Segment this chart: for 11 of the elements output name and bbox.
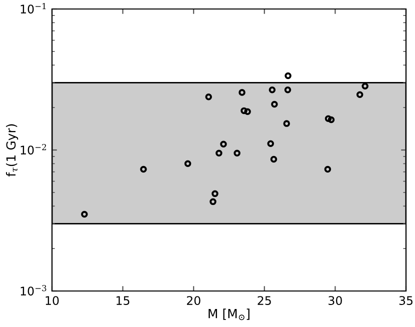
x-tick-label: 10 [46,296,59,305]
y-tick-label: 10$^{−3}$ [20,284,46,296]
y-axis-title: f$_{τ}$(1 Gyr) [6,124,18,177]
x-tick-label: 15 [116,296,130,305]
x-axis-title: M [M$_{⊙}$] [208,308,250,320]
x-tick-label: 35 [399,296,412,305]
x-tick-label: 25 [258,296,271,305]
x-tick-label: 30 [328,296,342,305]
y-tick-label: 10$^{−2}$ [20,144,46,155]
y-tick-label: 10$^{−1}$ [20,2,46,14]
x-tick-label: 20 [186,296,200,305]
